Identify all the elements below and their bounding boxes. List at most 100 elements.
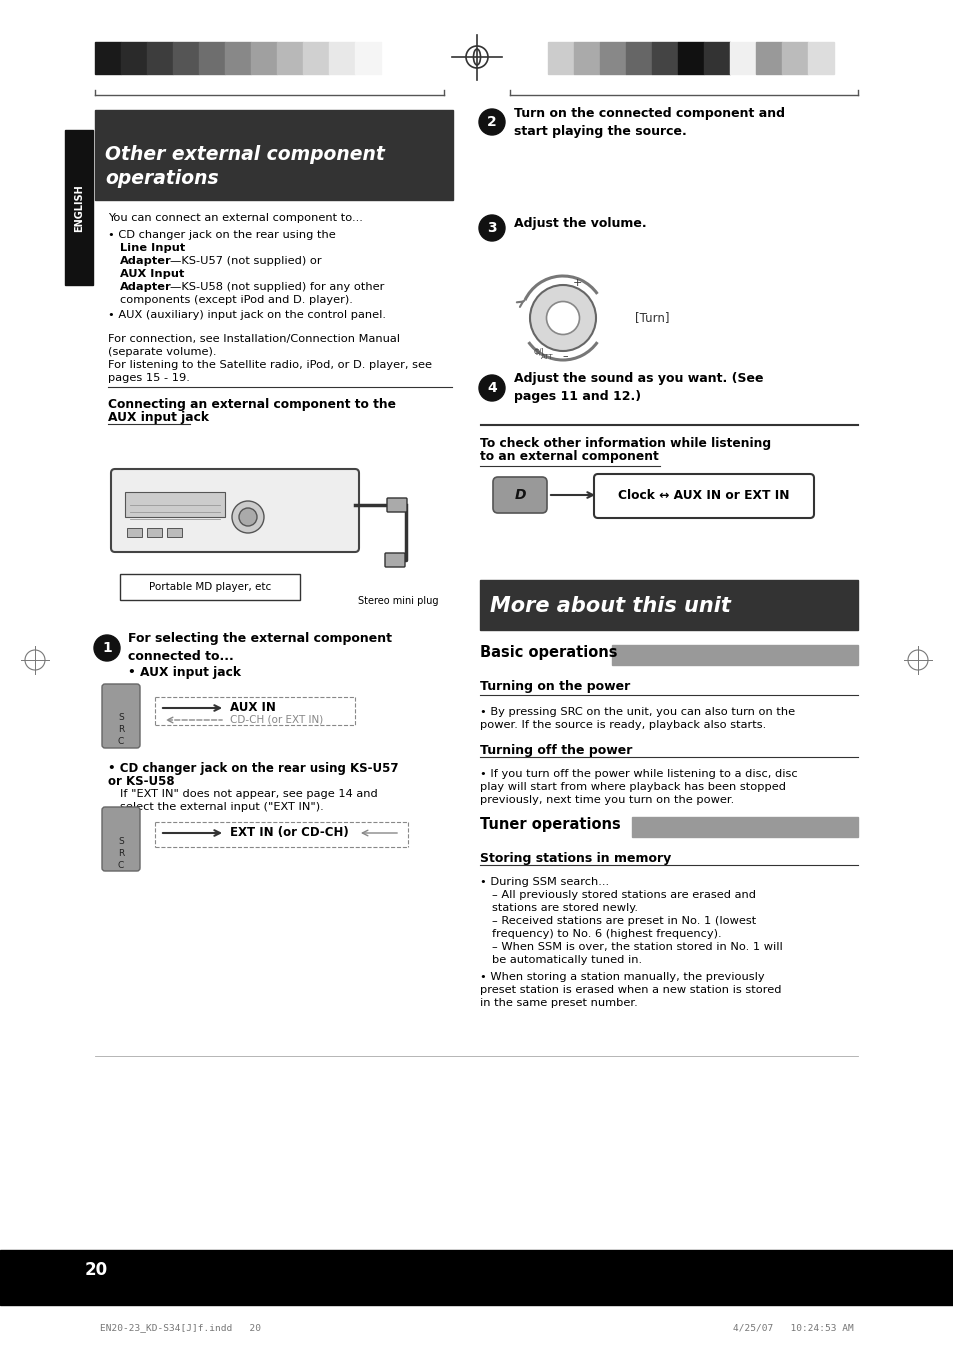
FancyBboxPatch shape xyxy=(493,477,546,512)
Text: R: R xyxy=(118,849,124,857)
Text: stations are stored newly.: stations are stored newly. xyxy=(492,903,638,913)
Text: Φ/I: Φ/I xyxy=(533,347,544,357)
Circle shape xyxy=(239,508,256,526)
Text: – All previously stored stations are erased and: – All previously stored stations are era… xyxy=(492,890,755,900)
Text: Turning off the power: Turning off the power xyxy=(479,744,632,757)
Text: Basic operations: Basic operations xyxy=(479,645,617,661)
Bar xyxy=(807,42,833,74)
Bar xyxy=(121,42,147,74)
Text: components (except iPod and D. player).: components (except iPod and D. player). xyxy=(120,295,353,306)
Text: DISP: DISP xyxy=(504,483,524,491)
Circle shape xyxy=(94,635,120,661)
Text: pages 15 - 19.: pages 15 - 19. xyxy=(108,373,190,383)
Text: preset station is erased when a new station is stored: preset station is erased when a new stat… xyxy=(479,986,781,995)
Text: For listening to the Satellite radio, iPod, or D. player, see: For listening to the Satellite radio, iP… xyxy=(108,360,432,370)
Bar xyxy=(329,42,355,74)
Circle shape xyxy=(478,215,504,241)
FancyBboxPatch shape xyxy=(102,807,140,871)
Text: More about this unit: More about this unit xyxy=(490,596,730,617)
Bar xyxy=(355,42,380,74)
Text: play will start from where playback has been stopped: play will start from where playback has … xyxy=(479,781,785,792)
Text: D: D xyxy=(514,488,525,502)
Text: +: + xyxy=(572,279,581,288)
Bar xyxy=(125,492,225,516)
Text: 3: 3 xyxy=(487,220,497,235)
Bar xyxy=(631,817,857,837)
Text: Line Input: Line Input xyxy=(120,243,185,253)
Text: • CD changer jack on the rear using KS-U57: • CD changer jack on the rear using KS-U… xyxy=(108,763,398,775)
Text: ENGLISH: ENGLISH xyxy=(74,184,84,233)
Text: operations: operations xyxy=(105,169,218,188)
Text: EXT IN (or CD-CH): EXT IN (or CD-CH) xyxy=(230,826,349,840)
Text: – Received stations are preset in No. 1 (lowest: – Received stations are preset in No. 1 … xyxy=(492,917,756,926)
Bar xyxy=(599,42,625,74)
Text: ATT: ATT xyxy=(540,354,553,360)
Text: • AUX input jack: • AUX input jack xyxy=(128,667,241,680)
Bar xyxy=(147,42,172,74)
Text: Connecting an external component to the: Connecting an external component to the xyxy=(108,397,395,411)
Bar xyxy=(729,42,755,74)
Bar xyxy=(95,42,121,74)
Text: • AUX (auxiliary) input jack on the control panel.: • AUX (auxiliary) input jack on the cont… xyxy=(108,310,386,320)
Text: connected to...: connected to... xyxy=(128,650,233,664)
Text: previously, next time you turn on the power.: previously, next time you turn on the po… xyxy=(479,795,734,804)
Text: – When SSM is over, the station stored in No. 1 will: – When SSM is over, the station stored i… xyxy=(492,942,781,952)
Text: AUX input jack: AUX input jack xyxy=(108,411,209,425)
Text: Stereo mini plug: Stereo mini plug xyxy=(357,596,437,606)
Text: • When storing a station manually, the previously: • When storing a station manually, the p… xyxy=(479,972,763,982)
Text: EN20-23_KD-S34[J]f.indd   20: EN20-23_KD-S34[J]f.indd 20 xyxy=(100,1324,261,1333)
Text: be automatically tuned in.: be automatically tuned in. xyxy=(492,955,641,965)
Bar xyxy=(95,110,453,200)
Text: select the external input ("EXT IN").: select the external input ("EXT IN"). xyxy=(120,802,323,813)
FancyBboxPatch shape xyxy=(111,469,358,552)
FancyBboxPatch shape xyxy=(387,498,407,512)
Bar xyxy=(127,529,142,537)
Bar xyxy=(755,42,781,74)
Text: • CD changer jack on the rear using the: • CD changer jack on the rear using the xyxy=(108,230,339,241)
Text: –: – xyxy=(561,352,567,361)
Text: Storing stations in memory: Storing stations in memory xyxy=(479,852,671,865)
Text: Turning on the power: Turning on the power xyxy=(479,680,630,694)
Text: start playing the source.: start playing the source. xyxy=(514,124,686,138)
Text: Portable MD player, etc: Portable MD player, etc xyxy=(149,581,271,592)
Text: to an external component: to an external component xyxy=(479,450,659,462)
Bar xyxy=(303,42,329,74)
Text: S: S xyxy=(118,837,124,845)
Text: 1: 1 xyxy=(102,641,112,654)
Circle shape xyxy=(546,301,578,334)
Bar xyxy=(251,42,276,74)
Text: —KS-U58 (not supplied) for any other: —KS-U58 (not supplied) for any other xyxy=(170,283,384,292)
Text: You can connect an external component to...: You can connect an external component to… xyxy=(108,214,362,223)
Text: • By pressing SRC on the unit, you can also turn on the: • By pressing SRC on the unit, you can a… xyxy=(479,707,794,717)
Circle shape xyxy=(478,110,504,135)
Text: S: S xyxy=(118,714,124,722)
Bar xyxy=(781,42,807,74)
Bar xyxy=(574,42,599,74)
Bar xyxy=(479,580,857,630)
Bar xyxy=(612,645,857,665)
Bar xyxy=(60,1255,132,1284)
Text: AUX IN: AUX IN xyxy=(230,702,275,714)
Bar xyxy=(625,42,651,74)
Text: C: C xyxy=(118,860,124,869)
Text: —KS-U57 (not supplied) or: —KS-U57 (not supplied) or xyxy=(170,256,325,266)
Bar xyxy=(120,575,299,600)
FancyBboxPatch shape xyxy=(594,475,813,518)
FancyBboxPatch shape xyxy=(385,553,405,566)
Text: frequency) to No. 6 (highest frequency).: frequency) to No. 6 (highest frequency). xyxy=(492,929,720,940)
Text: R: R xyxy=(118,726,124,734)
Text: 4/25/07   10:24:53 AM: 4/25/07 10:24:53 AM xyxy=(733,1324,853,1333)
Text: CD-CH (or EXT IN): CD-CH (or EXT IN) xyxy=(230,715,323,725)
Bar xyxy=(0,1251,953,1305)
Circle shape xyxy=(530,285,596,352)
Text: Tuner operations: Tuner operations xyxy=(479,818,620,833)
Text: power. If the source is ready, playback also starts.: power. If the source is ready, playback … xyxy=(479,721,765,730)
Text: 2: 2 xyxy=(487,115,497,128)
Text: AUX Input: AUX Input xyxy=(120,269,184,279)
Circle shape xyxy=(232,502,264,533)
Text: Adapter: Adapter xyxy=(120,256,172,266)
Bar xyxy=(276,42,303,74)
Text: For selecting the external component: For selecting the external component xyxy=(128,633,392,645)
Text: Clock ↔ AUX IN or EXT IN: Clock ↔ AUX IN or EXT IN xyxy=(618,489,789,503)
Text: (separate volume).: (separate volume). xyxy=(108,347,216,357)
